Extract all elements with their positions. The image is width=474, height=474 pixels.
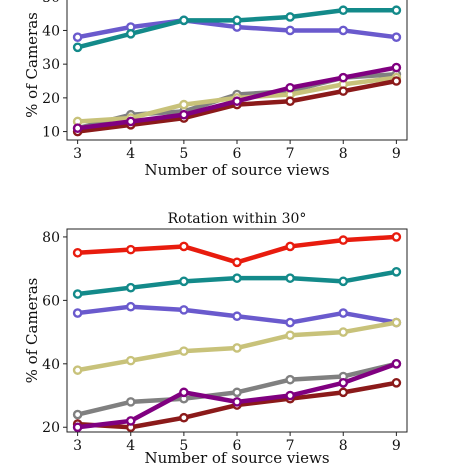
- data-point: [179, 305, 189, 315]
- data-point: [179, 99, 189, 110]
- data-point: [285, 241, 295, 252]
- data-point: [125, 301, 136, 312]
- data-point: [179, 346, 189, 356]
- data-point: [232, 15, 242, 26]
- data-point: [125, 244, 136, 255]
- y-tick-label: 80: [42, 230, 60, 246]
- data-point: [338, 327, 349, 337]
- data-point: [338, 378, 349, 388]
- data-point: [179, 387, 189, 398]
- chart-panel-1: 3 4 5 6 7 8 9 10 20 30 40 50 Number of source views%…: [23, 0, 408, 179]
- x-tick-label: 9: [392, 438, 401, 454]
- data-point: [179, 412, 189, 423]
- data-point: [391, 378, 402, 388]
- x-tick-label: 4: [126, 438, 135, 454]
- data-point: [285, 82, 295, 93]
- data-point: [72, 247, 83, 258]
- data-point: [232, 96, 242, 107]
- data-point: [391, 359, 402, 369]
- y-tick-label: 60: [42, 293, 60, 309]
- data-point: [285, 390, 295, 401]
- data-point: [285, 25, 295, 36]
- x-tick-label: 6: [233, 438, 242, 454]
- data-point: [338, 387, 349, 398]
- data-point: [285, 330, 295, 341]
- data-point: [232, 397, 242, 407]
- y-tick-label: 20: [42, 91, 60, 107]
- data-point: [338, 276, 349, 287]
- data-point: [285, 317, 295, 328]
- x-tick-label: 5: [179, 438, 188, 454]
- x-tick-label: 9: [392, 146, 401, 162]
- data-point: [232, 257, 242, 268]
- data-point: [285, 12, 295, 22]
- data-point: [72, 32, 83, 42]
- data-point: [391, 317, 402, 328]
- x-tick-label: 7: [286, 438, 295, 454]
- chart-panel-2: 3 4 5 6 7 8 9 20 40 60 80 Number of source views % o…: [23, 211, 408, 467]
- x-tick-label: 4: [126, 146, 135, 162]
- y-tick-label: 10: [42, 125, 60, 141]
- x-axis-label: Number of source views: [144, 449, 329, 467]
- data-point: [391, 62, 402, 73]
- data-point: [72, 123, 83, 134]
- data-point: [232, 343, 242, 353]
- x-tick-label: 6: [233, 146, 242, 162]
- x-tick-label: 8: [339, 438, 348, 454]
- data-point: [125, 416, 136, 426]
- x-tick-label: 7: [286, 146, 295, 162]
- data-point: [179, 276, 189, 287]
- data-point: [285, 96, 295, 107]
- x-axis-label: Number of source views: [144, 161, 329, 179]
- data-point: [125, 29, 136, 39]
- y-axis-label: % of Cameras: [23, 12, 41, 118]
- data-point: [232, 311, 242, 322]
- data-point: [72, 365, 83, 375]
- data-point: [232, 273, 242, 283]
- data-point: [391, 76, 402, 86]
- x-tick-label: 3: [73, 438, 82, 454]
- x-tick-label: 8: [339, 146, 348, 162]
- data-point: [391, 5, 402, 16]
- data-point: [125, 116, 136, 127]
- y-tick-label: 40: [42, 357, 60, 373]
- data-point: [338, 72, 349, 83]
- data-point: [125, 282, 136, 293]
- data-point: [285, 374, 295, 385]
- data-point: [72, 409, 83, 420]
- x-tick-label: 5: [179, 146, 188, 162]
- data-point: [338, 235, 349, 245]
- data-point: [125, 355, 136, 366]
- y-tick-label: 30: [42, 57, 60, 73]
- data-point: [179, 109, 189, 120]
- data-point: [232, 387, 242, 398]
- data-point: [72, 422, 83, 433]
- data-point: [72, 308, 83, 318]
- series-group: [72, 5, 402, 137]
- y-tick-label: 40: [42, 23, 60, 39]
- data-point: [338, 308, 349, 318]
- chart-title: Rotation within 30°: [168, 211, 307, 227]
- data-point: [72, 42, 83, 53]
- data-point: [125, 397, 136, 407]
- data-point: [338, 86, 349, 96]
- data-point: [179, 241, 189, 252]
- data-point: [72, 289, 83, 299]
- y-tick-label: 50: [42, 0, 60, 6]
- data-point: [179, 15, 189, 26]
- data-point: [338, 25, 349, 36]
- x-tick-label: 3: [73, 146, 82, 162]
- y-axis-label: % of Cameras: [23, 278, 41, 384]
- data-point: [338, 5, 349, 16]
- data-point: [391, 232, 402, 242]
- data-point: [285, 273, 295, 283]
- series-group: [72, 232, 402, 433]
- data-point: [391, 267, 402, 277]
- data-point: [391, 32, 402, 42]
- y-tick-label: 20: [42, 420, 60, 436]
